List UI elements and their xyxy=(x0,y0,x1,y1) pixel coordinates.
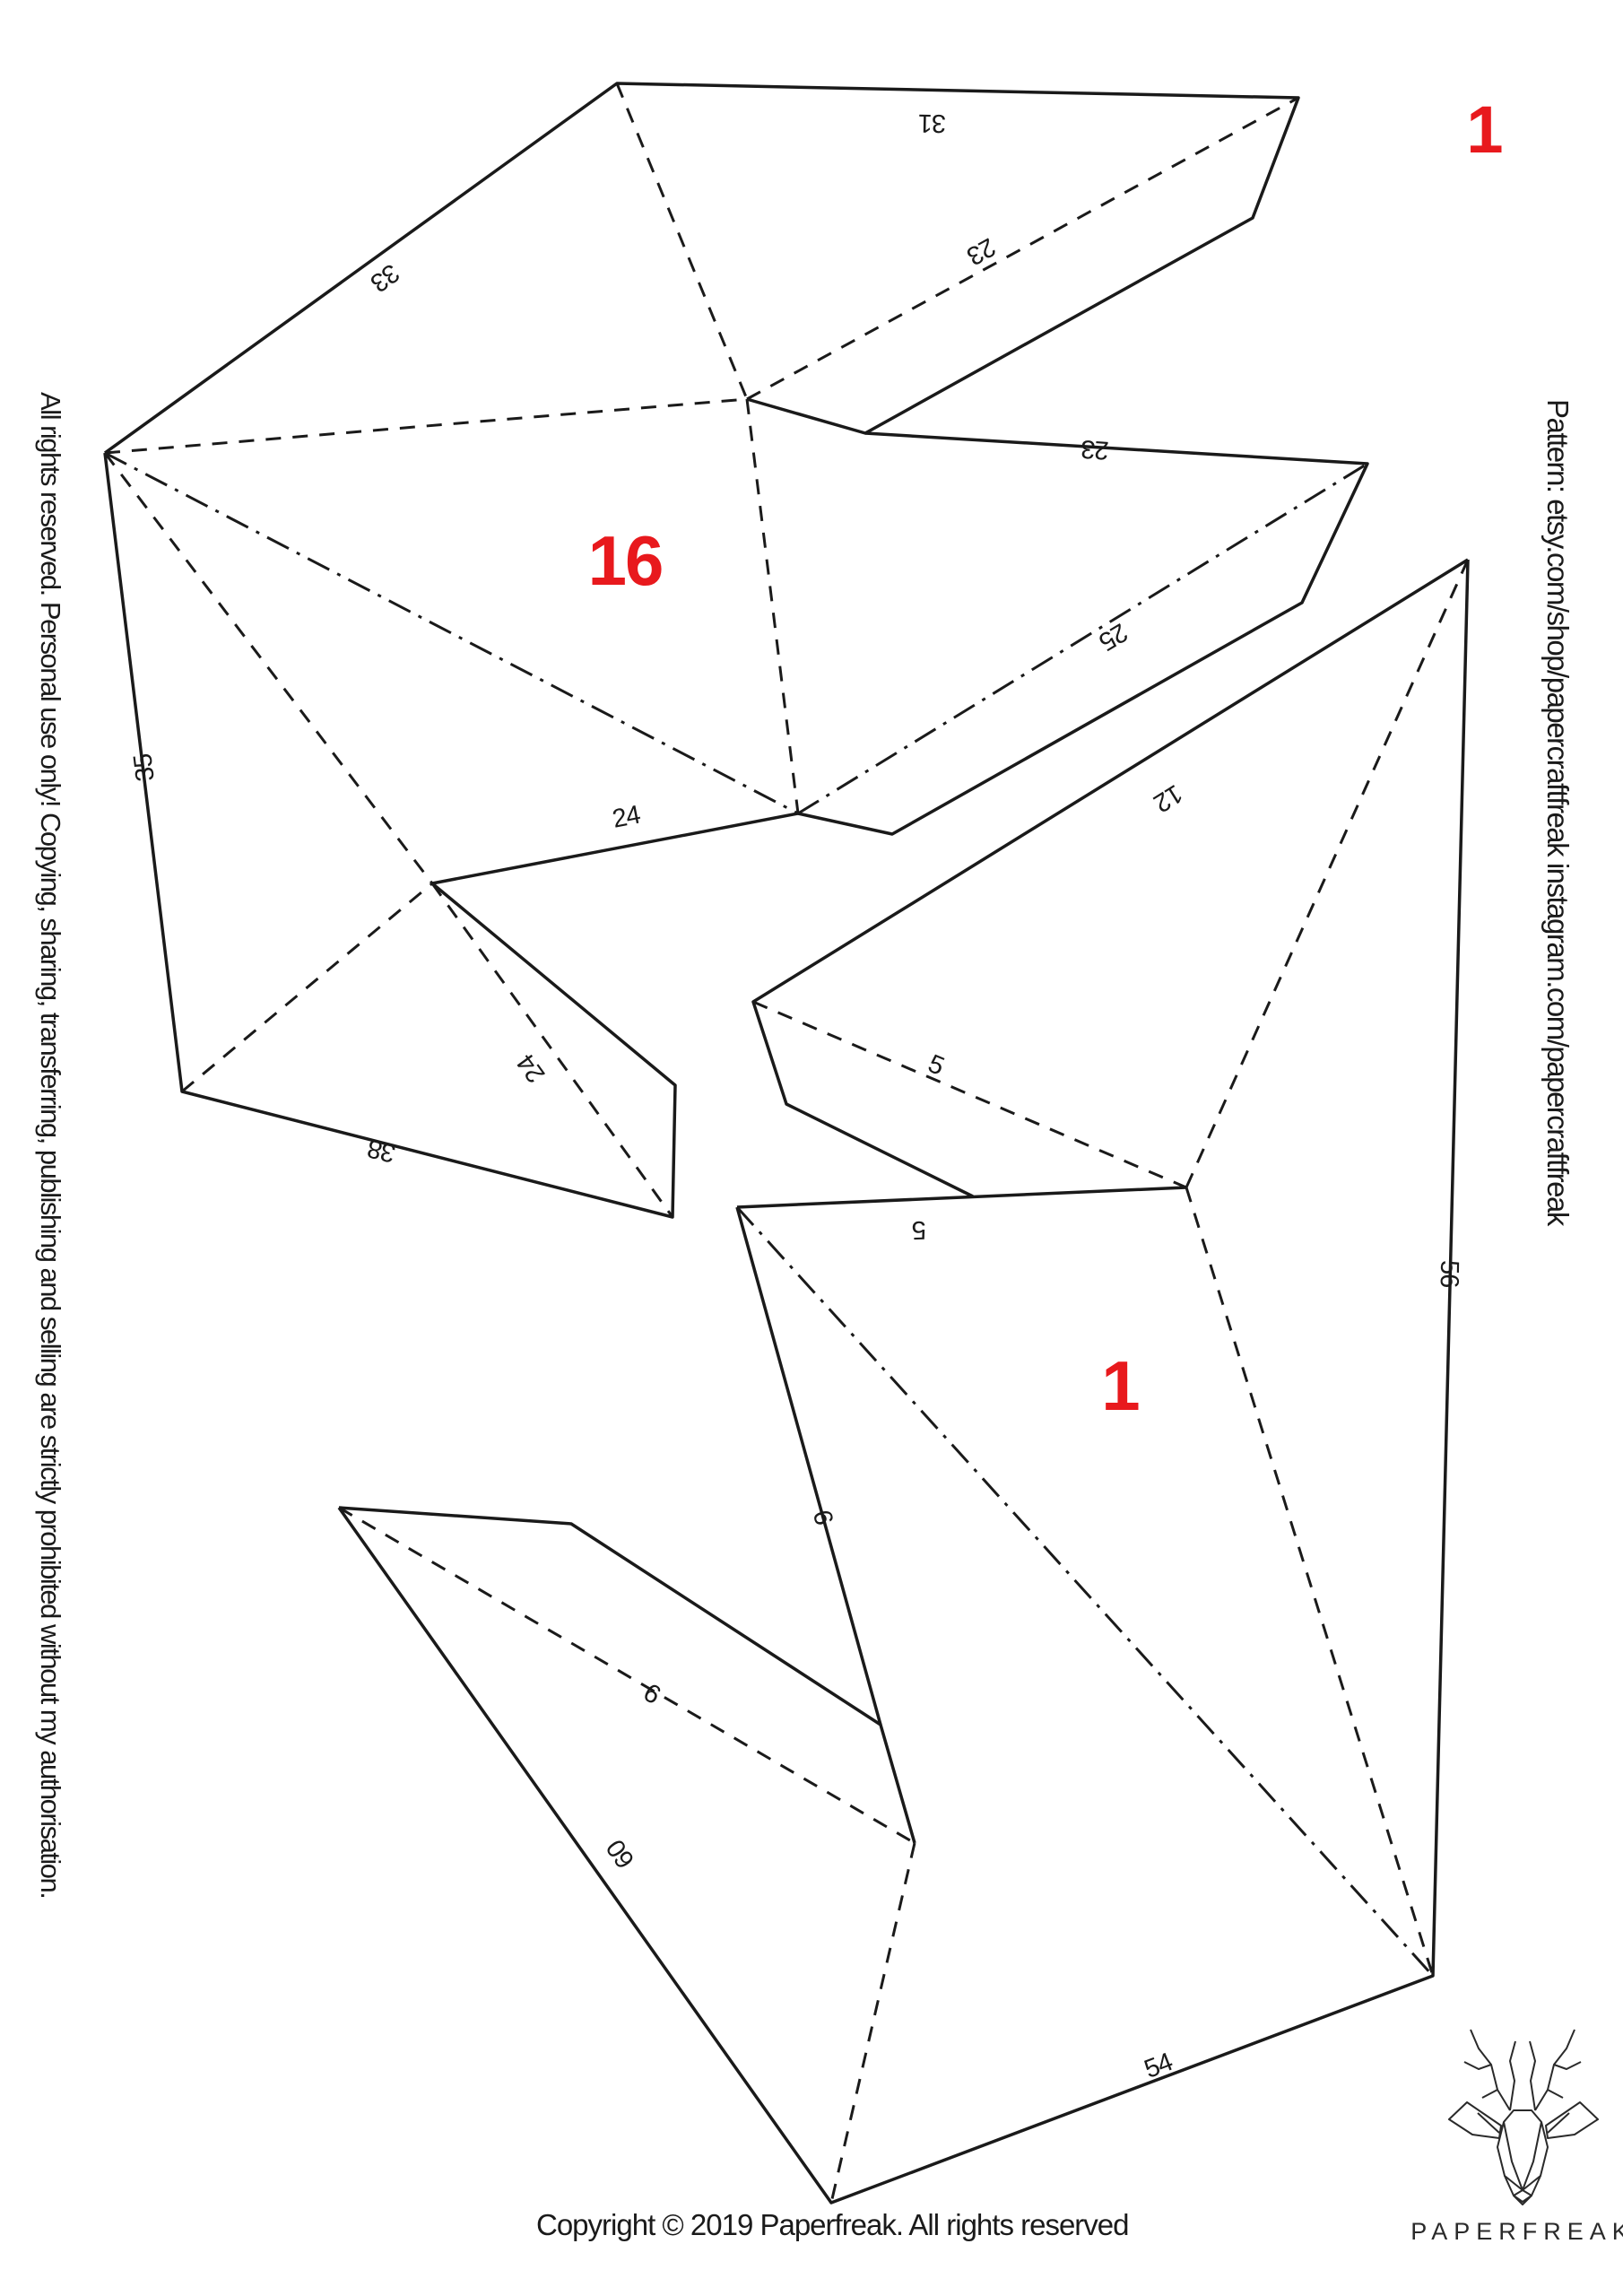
cut-line xyxy=(431,812,799,885)
fold-line-reverse xyxy=(735,1205,1435,1978)
cut-line xyxy=(337,559,1470,2205)
fold-line-reverse xyxy=(104,451,799,815)
cut-line xyxy=(103,82,1300,455)
fold-line xyxy=(338,1506,916,1845)
brand-wordmark: PAPERFREAK xyxy=(1410,2218,1623,2245)
fold-line xyxy=(181,882,433,1093)
fold-line xyxy=(430,883,674,1218)
edge-number: 24 xyxy=(511,1048,551,1088)
paperfreak-logo: PAPERFREAK xyxy=(1410,2029,1623,2245)
edge-number: 9 xyxy=(640,1677,666,1709)
fold-line xyxy=(1185,1187,1435,1977)
piece-1-folds xyxy=(338,559,1470,2204)
edge-number: 54 xyxy=(1141,2048,1177,2084)
edge-number: 25 xyxy=(1094,617,1132,656)
edge-number: 5 xyxy=(924,1049,947,1081)
edge-number: 38 xyxy=(365,1134,398,1168)
edge-number: 31 xyxy=(918,109,946,138)
cut-line xyxy=(751,558,1469,1198)
stag-head-icon xyxy=(1448,2029,1599,2205)
piece-16-folds xyxy=(103,83,1368,1218)
page-number: 1 xyxy=(1466,92,1502,167)
fold-line xyxy=(752,1000,1187,1189)
piece-1-label: 1 xyxy=(1101,1346,1139,1425)
edge-number: 23 xyxy=(1081,434,1109,465)
edge-number: 56 xyxy=(1435,1260,1464,1288)
fold-line xyxy=(1185,559,1470,1188)
piece-16-outline xyxy=(103,82,1369,1219)
piece-16-label: 16 xyxy=(588,521,663,600)
cut-line xyxy=(797,431,1369,836)
edge-number: 5 xyxy=(912,1215,926,1245)
edge-number: 12 xyxy=(1149,778,1187,817)
fold-line xyxy=(745,398,800,814)
copyright-text: Copyright © 2019 Paperfreak. All rights … xyxy=(536,2208,1129,2241)
rights-margin-text: All rights reserved. Personal use only! … xyxy=(35,392,66,1898)
fold-line-reverse xyxy=(797,462,1368,815)
edge-number: 24 xyxy=(610,800,643,833)
edge-number: 33 xyxy=(366,257,404,297)
pattern-links-margin-text: Pattern: etsy.com/shop/papercraftfreak i… xyxy=(1541,399,1575,1227)
edge-number: 60 xyxy=(602,1835,641,1874)
fold-line xyxy=(829,1842,916,2204)
fold-line xyxy=(746,96,1299,401)
fold-line xyxy=(615,83,749,400)
cut-line xyxy=(735,1206,882,1726)
fold-line xyxy=(103,452,434,884)
edge-number: 9 xyxy=(809,1508,840,1528)
piece-1-outline xyxy=(337,558,1470,2205)
fold-line xyxy=(104,397,748,455)
cut-line xyxy=(338,1506,916,1844)
cut-line xyxy=(736,1186,1187,1209)
edge-number: 35 xyxy=(128,752,160,783)
